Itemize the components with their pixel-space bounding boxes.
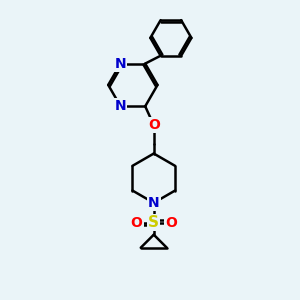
Text: N: N (115, 57, 126, 70)
Text: S: S (148, 215, 159, 230)
Text: O: O (131, 216, 142, 230)
Text: O: O (148, 118, 160, 132)
Text: N: N (115, 99, 126, 113)
Text: N: N (148, 196, 160, 210)
Text: O: O (165, 216, 177, 230)
